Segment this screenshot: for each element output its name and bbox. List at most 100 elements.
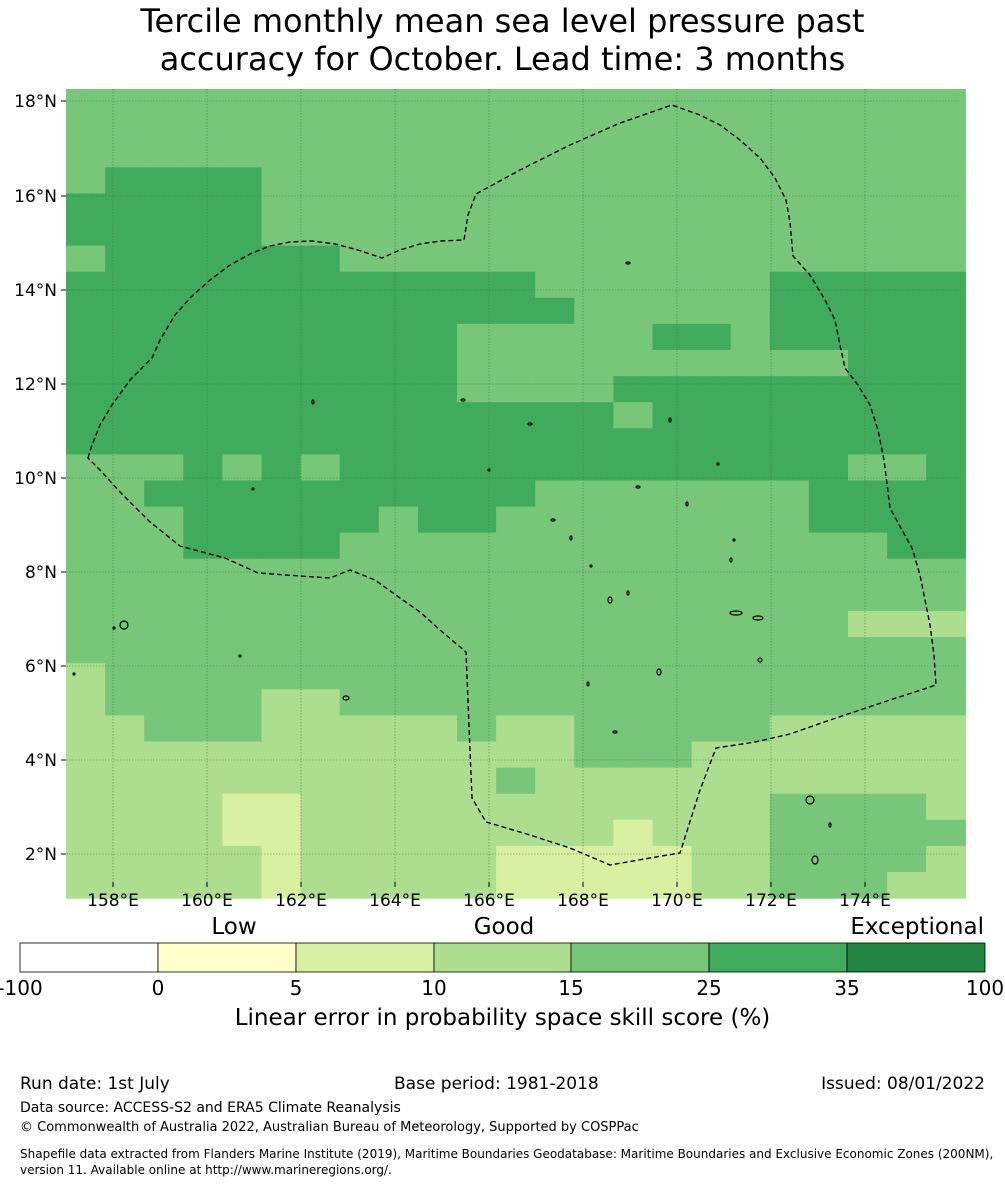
skill-grid bbox=[66, 89, 966, 899]
grid-cell bbox=[105, 741, 145, 769]
grid-cell bbox=[339, 297, 380, 325]
island-outline bbox=[716, 462, 720, 466]
grid-cell bbox=[496, 767, 536, 795]
lat-label: 6°N bbox=[25, 657, 57, 677]
category-good: Good bbox=[473, 914, 535, 940]
grid-cell bbox=[66, 845, 106, 873]
grid-cell bbox=[300, 402, 341, 429]
grid-cell bbox=[691, 428, 732, 455]
island-outline bbox=[607, 596, 613, 604]
grid-cell bbox=[183, 297, 223, 325]
grid-cell bbox=[926, 350, 966, 377]
grid-cell bbox=[848, 767, 888, 795]
grid-cell bbox=[496, 376, 536, 403]
grid-cell bbox=[105, 584, 145, 612]
grid-cell bbox=[887, 845, 927, 873]
grid-cell bbox=[926, 819, 966, 847]
grid-cell bbox=[613, 454, 654, 482]
grid-cell bbox=[300, 454, 341, 482]
grid-cell bbox=[926, 115, 966, 142]
lat-label: 2°N bbox=[25, 845, 57, 865]
shapefile-note-1: Shapefile data extracted from Flanders M… bbox=[20, 1147, 994, 1161]
grid-cell bbox=[222, 428, 263, 455]
grid-cell bbox=[652, 532, 693, 560]
grid-cell bbox=[691, 350, 732, 377]
grid-cell bbox=[848, 584, 888, 612]
grid-cell bbox=[691, 584, 732, 612]
grid-cell bbox=[730, 193, 771, 221]
grid-cell bbox=[652, 637, 693, 664]
grid-cell bbox=[535, 141, 575, 168]
colorbar-tick-label: 25 bbox=[696, 976, 721, 1000]
grid-cell bbox=[66, 584, 106, 612]
island-outline bbox=[586, 681, 590, 687]
data-source: Data source: ACCESS-S2 and ERA5 Climate … bbox=[20, 1100, 401, 1116]
grid-cell bbox=[574, 532, 614, 560]
grid-cell bbox=[926, 793, 966, 821]
grid-cell bbox=[691, 715, 732, 743]
grid-cell bbox=[222, 845, 263, 873]
grid-cell bbox=[691, 402, 732, 429]
grid-cell bbox=[417, 584, 458, 612]
grid-cell bbox=[339, 245, 380, 273]
grid-cell bbox=[222, 532, 263, 560]
grid-cell bbox=[300, 323, 341, 351]
grid-cell bbox=[457, 167, 497, 194]
grid-cell bbox=[691, 506, 732, 534]
grid-cell bbox=[887, 689, 927, 716]
grid-cell bbox=[535, 532, 575, 560]
grid-cell bbox=[730, 819, 771, 847]
grid-cell bbox=[457, 245, 497, 273]
grid-cell bbox=[105, 219, 145, 247]
grid-cell bbox=[691, 219, 732, 247]
grid-cell bbox=[261, 506, 302, 534]
grid-cell bbox=[183, 637, 223, 664]
grid-cell bbox=[66, 663, 106, 690]
grid-cell bbox=[496, 219, 536, 247]
grid-cell bbox=[339, 402, 380, 429]
grid-cell bbox=[378, 506, 419, 534]
grid-cell bbox=[613, 428, 654, 455]
grid-cell bbox=[222, 611, 263, 638]
grid-cell bbox=[457, 219, 497, 247]
grid-cell bbox=[769, 323, 810, 351]
grid-cell bbox=[417, 506, 458, 534]
grid-cell bbox=[105, 689, 145, 716]
colorbar-tick-label: 100 bbox=[966, 976, 1004, 1000]
grid-cell bbox=[417, 689, 458, 716]
grid-cell bbox=[378, 637, 419, 664]
grid-cell bbox=[926, 872, 966, 899]
grid-cell bbox=[613, 715, 654, 743]
grid-cell bbox=[848, 271, 888, 299]
grid-cell bbox=[613, 323, 654, 351]
grid-cell bbox=[144, 584, 184, 612]
grid-cell bbox=[574, 454, 614, 482]
grid-cell bbox=[535, 376, 575, 403]
grid-cell bbox=[417, 819, 458, 847]
grid-cell bbox=[808, 532, 849, 560]
grid-cell bbox=[808, 480, 849, 508]
grid-cell bbox=[378, 323, 419, 351]
grid-cell bbox=[535, 584, 575, 612]
grid-cell bbox=[730, 141, 771, 168]
grid-cell bbox=[144, 141, 184, 168]
lat-label: 16°N bbox=[14, 187, 57, 207]
grid-cell bbox=[613, 89, 654, 116]
grid-cell bbox=[496, 532, 536, 560]
grid-cell bbox=[691, 663, 732, 690]
grid-cell bbox=[613, 402, 654, 429]
grid-cell bbox=[300, 167, 341, 194]
grid-cell bbox=[769, 872, 810, 899]
grid-cell bbox=[496, 89, 536, 116]
grid-cell bbox=[222, 741, 263, 769]
grid-cell bbox=[652, 193, 693, 221]
grid-cell bbox=[574, 271, 614, 299]
grid-cell bbox=[848, 819, 888, 847]
grid-cell bbox=[535, 297, 575, 325]
grid-cell bbox=[848, 741, 888, 769]
grid-cell bbox=[417, 193, 458, 221]
grid-cell bbox=[848, 611, 888, 638]
grid-cell bbox=[417, 167, 458, 194]
grid-cell bbox=[926, 141, 966, 168]
grid-cell bbox=[300, 376, 341, 403]
